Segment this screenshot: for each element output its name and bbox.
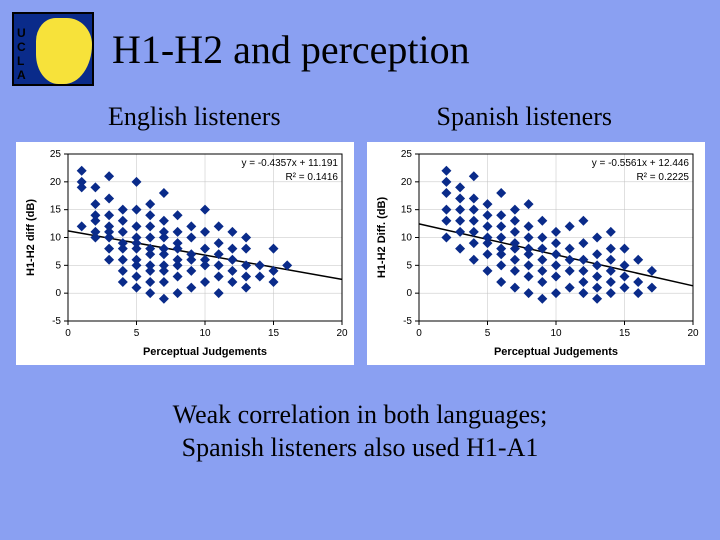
- logo-shape: [36, 18, 92, 84]
- svg-text:-5: -5: [52, 316, 61, 327]
- svg-text:0: 0: [416, 328, 422, 339]
- conclusion-line1: Weak correlation in both languages;: [173, 400, 548, 429]
- svg-text:10: 10: [400, 233, 412, 244]
- svg-text:0: 0: [55, 288, 61, 299]
- conclusion-line2: Spanish listeners also used H1-A1: [182, 433, 539, 462]
- svg-text:Perceptual Judgements: Perceptual Judgements: [142, 346, 266, 358]
- ucla-logo: UCLA: [12, 12, 94, 86]
- subtitles-row: English listeners Spanish listeners: [0, 94, 720, 138]
- svg-text:25: 25: [400, 149, 412, 160]
- charts-row: 0 5 10 15 20 -5 0 5 10 15 20 25 Perceptual Judgement…: [0, 138, 720, 369]
- left-subtitle: English listeners: [108, 102, 281, 132]
- svg-text:Perceptual Judgements: Perceptual Judgements: [493, 346, 617, 358]
- svg-text:20: 20: [336, 328, 348, 339]
- svg-text:H1-H2 diff (dB): H1-H2 diff (dB): [25, 199, 37, 276]
- svg-text:5: 5: [406, 260, 412, 271]
- left-scatter-chart: 0 5 10 15 20 -5 0 5 10 15 20 25 Perceptual Judgement…: [20, 146, 350, 361]
- svg-text:5: 5: [484, 328, 490, 339]
- svg-text:y = -0.4357x + 11.191: y = -0.4357x + 11.191: [241, 158, 338, 169]
- svg-text:10: 10: [199, 328, 211, 339]
- conclusion-text: Weak correlation in both languages; Span…: [0, 369, 720, 464]
- svg-text:R² = 0.2225: R² = 0.2225: [636, 172, 689, 183]
- svg-text:5: 5: [55, 260, 61, 271]
- header: UCLA H1-H2 and perception: [0, 0, 720, 94]
- right-subtitle: Spanish listeners: [437, 102, 613, 132]
- svg-text:10: 10: [550, 328, 562, 339]
- svg-text:15: 15: [267, 328, 279, 339]
- svg-text:20: 20: [687, 328, 699, 339]
- page-title: H1-H2 and perception: [112, 26, 470, 73]
- svg-text:H1-H2 Diff. (dB): H1-H2 Diff. (dB): [376, 197, 388, 279]
- svg-text:20: 20: [400, 177, 412, 188]
- svg-text:20: 20: [49, 177, 61, 188]
- svg-text:0: 0: [65, 328, 71, 339]
- svg-text:-5: -5: [403, 316, 412, 327]
- logo-letters: UCLA: [17, 26, 26, 82]
- svg-text:25: 25: [49, 149, 61, 160]
- svg-text:0: 0: [406, 288, 412, 299]
- svg-text:15: 15: [49, 205, 61, 216]
- svg-text:15: 15: [400, 205, 412, 216]
- right-chart-wrap: 0 5 10 15 20 -5 0 5 10 15 20 25 Perceptual Judgement…: [367, 142, 705, 365]
- svg-text:y = -0.5561x + 12.446: y = -0.5561x + 12.446: [591, 158, 689, 169]
- right-scatter-chart: 0 5 10 15 20 -5 0 5 10 15 20 25 Perceptual Judgement…: [371, 146, 701, 361]
- svg-text:15: 15: [618, 328, 630, 339]
- svg-text:R² = 0.1416: R² = 0.1416: [285, 172, 338, 183]
- left-chart-wrap: 0 5 10 15 20 -5 0 5 10 15 20 25 Perceptual Judgement…: [16, 142, 354, 365]
- svg-text:10: 10: [49, 233, 61, 244]
- svg-text:5: 5: [133, 328, 139, 339]
